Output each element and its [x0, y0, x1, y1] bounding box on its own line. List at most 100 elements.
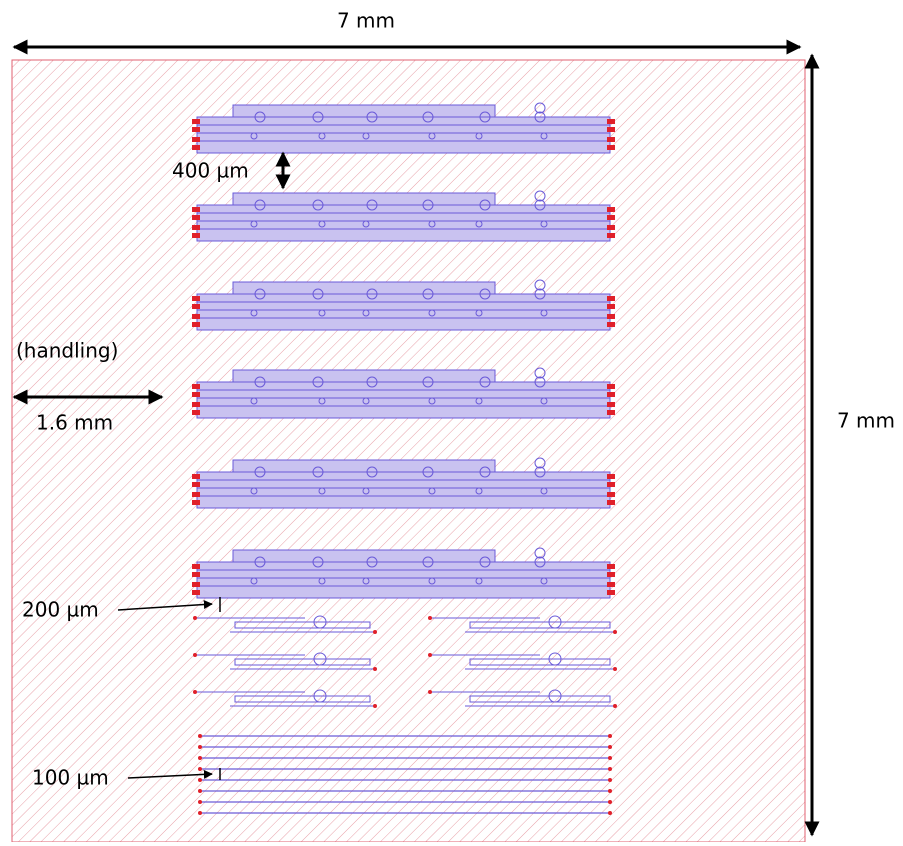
pad	[192, 500, 200, 505]
pad	[192, 304, 200, 309]
device-body	[196, 293, 611, 331]
pad	[607, 207, 615, 212]
device-body	[196, 381, 611, 419]
device-layout	[192, 102, 617, 815]
pad	[607, 127, 615, 132]
coupler	[469, 695, 611, 703]
device-top	[232, 549, 496, 563]
pad	[608, 767, 612, 771]
ring	[254, 556, 266, 568]
chip-width-label: 7 mm	[337, 9, 395, 33]
ring-small	[250, 132, 258, 140]
handling-width-label: 1.6 mm	[36, 411, 113, 435]
ring-small	[540, 577, 548, 585]
coupler	[234, 658, 371, 666]
ring	[534, 556, 546, 568]
device-top	[232, 281, 496, 295]
pad	[613, 667, 617, 671]
coupler	[469, 621, 611, 629]
ring-small	[475, 487, 483, 495]
ring-small	[250, 397, 258, 405]
ring	[534, 288, 546, 300]
ring	[534, 466, 546, 478]
pad	[607, 225, 615, 230]
ring-small	[540, 132, 548, 140]
ring	[313, 689, 327, 703]
pad	[607, 137, 615, 142]
ring-small	[475, 577, 483, 585]
ring	[548, 615, 562, 629]
device-body	[196, 116, 611, 154]
ring	[422, 376, 434, 388]
device-top	[232, 192, 496, 206]
ring-small	[540, 487, 548, 495]
ring	[548, 689, 562, 703]
ring-small	[250, 487, 258, 495]
pad	[613, 630, 617, 634]
pad	[192, 572, 200, 577]
ring	[254, 466, 266, 478]
pad	[607, 564, 615, 569]
ring	[479, 556, 491, 568]
pad	[607, 572, 615, 577]
ring-small	[428, 220, 436, 228]
pad	[192, 492, 200, 497]
pad	[193, 653, 197, 657]
ring	[312, 376, 324, 388]
pad	[198, 778, 202, 782]
pad	[198, 789, 202, 793]
pad	[608, 734, 612, 738]
pad	[192, 296, 200, 301]
ring	[366, 466, 378, 478]
pad	[198, 734, 202, 738]
pad	[192, 119, 200, 124]
pad	[192, 482, 200, 487]
pad	[607, 392, 615, 397]
pad	[192, 145, 200, 150]
ring	[312, 199, 324, 211]
pad	[192, 384, 200, 389]
ring-small	[250, 220, 258, 228]
ring-small	[362, 397, 370, 405]
ring-small	[318, 220, 326, 228]
pointer-200	[117, 600, 213, 611]
ring	[534, 111, 546, 123]
ring	[366, 556, 378, 568]
ring	[422, 111, 434, 123]
device-body	[196, 561, 611, 599]
pad	[607, 582, 615, 587]
ring	[366, 288, 378, 300]
pad	[373, 667, 377, 671]
pad	[607, 492, 615, 497]
ring	[366, 376, 378, 388]
pad	[613, 704, 617, 708]
ring	[254, 288, 266, 300]
pad	[607, 145, 615, 150]
ring-small	[475, 397, 483, 405]
ring	[366, 199, 378, 211]
device-top	[232, 104, 496, 118]
ring	[422, 466, 434, 478]
ring-small	[540, 397, 548, 405]
ring	[534, 102, 546, 114]
ring-small	[362, 487, 370, 495]
pad	[607, 314, 615, 319]
ring-small	[475, 309, 483, 317]
pad	[607, 296, 615, 301]
ring	[422, 556, 434, 568]
pad	[198, 767, 202, 771]
pad	[198, 800, 202, 804]
ring	[534, 457, 546, 469]
ring-small	[428, 397, 436, 405]
pad	[607, 410, 615, 415]
ring	[366, 111, 378, 123]
ring	[548, 652, 562, 666]
pad	[607, 482, 615, 487]
pad	[198, 745, 202, 749]
ring-small	[250, 309, 258, 317]
ring-small	[362, 132, 370, 140]
ring-small	[428, 132, 436, 140]
pad	[608, 756, 612, 760]
ring-small	[540, 309, 548, 317]
ring-small	[318, 487, 326, 495]
